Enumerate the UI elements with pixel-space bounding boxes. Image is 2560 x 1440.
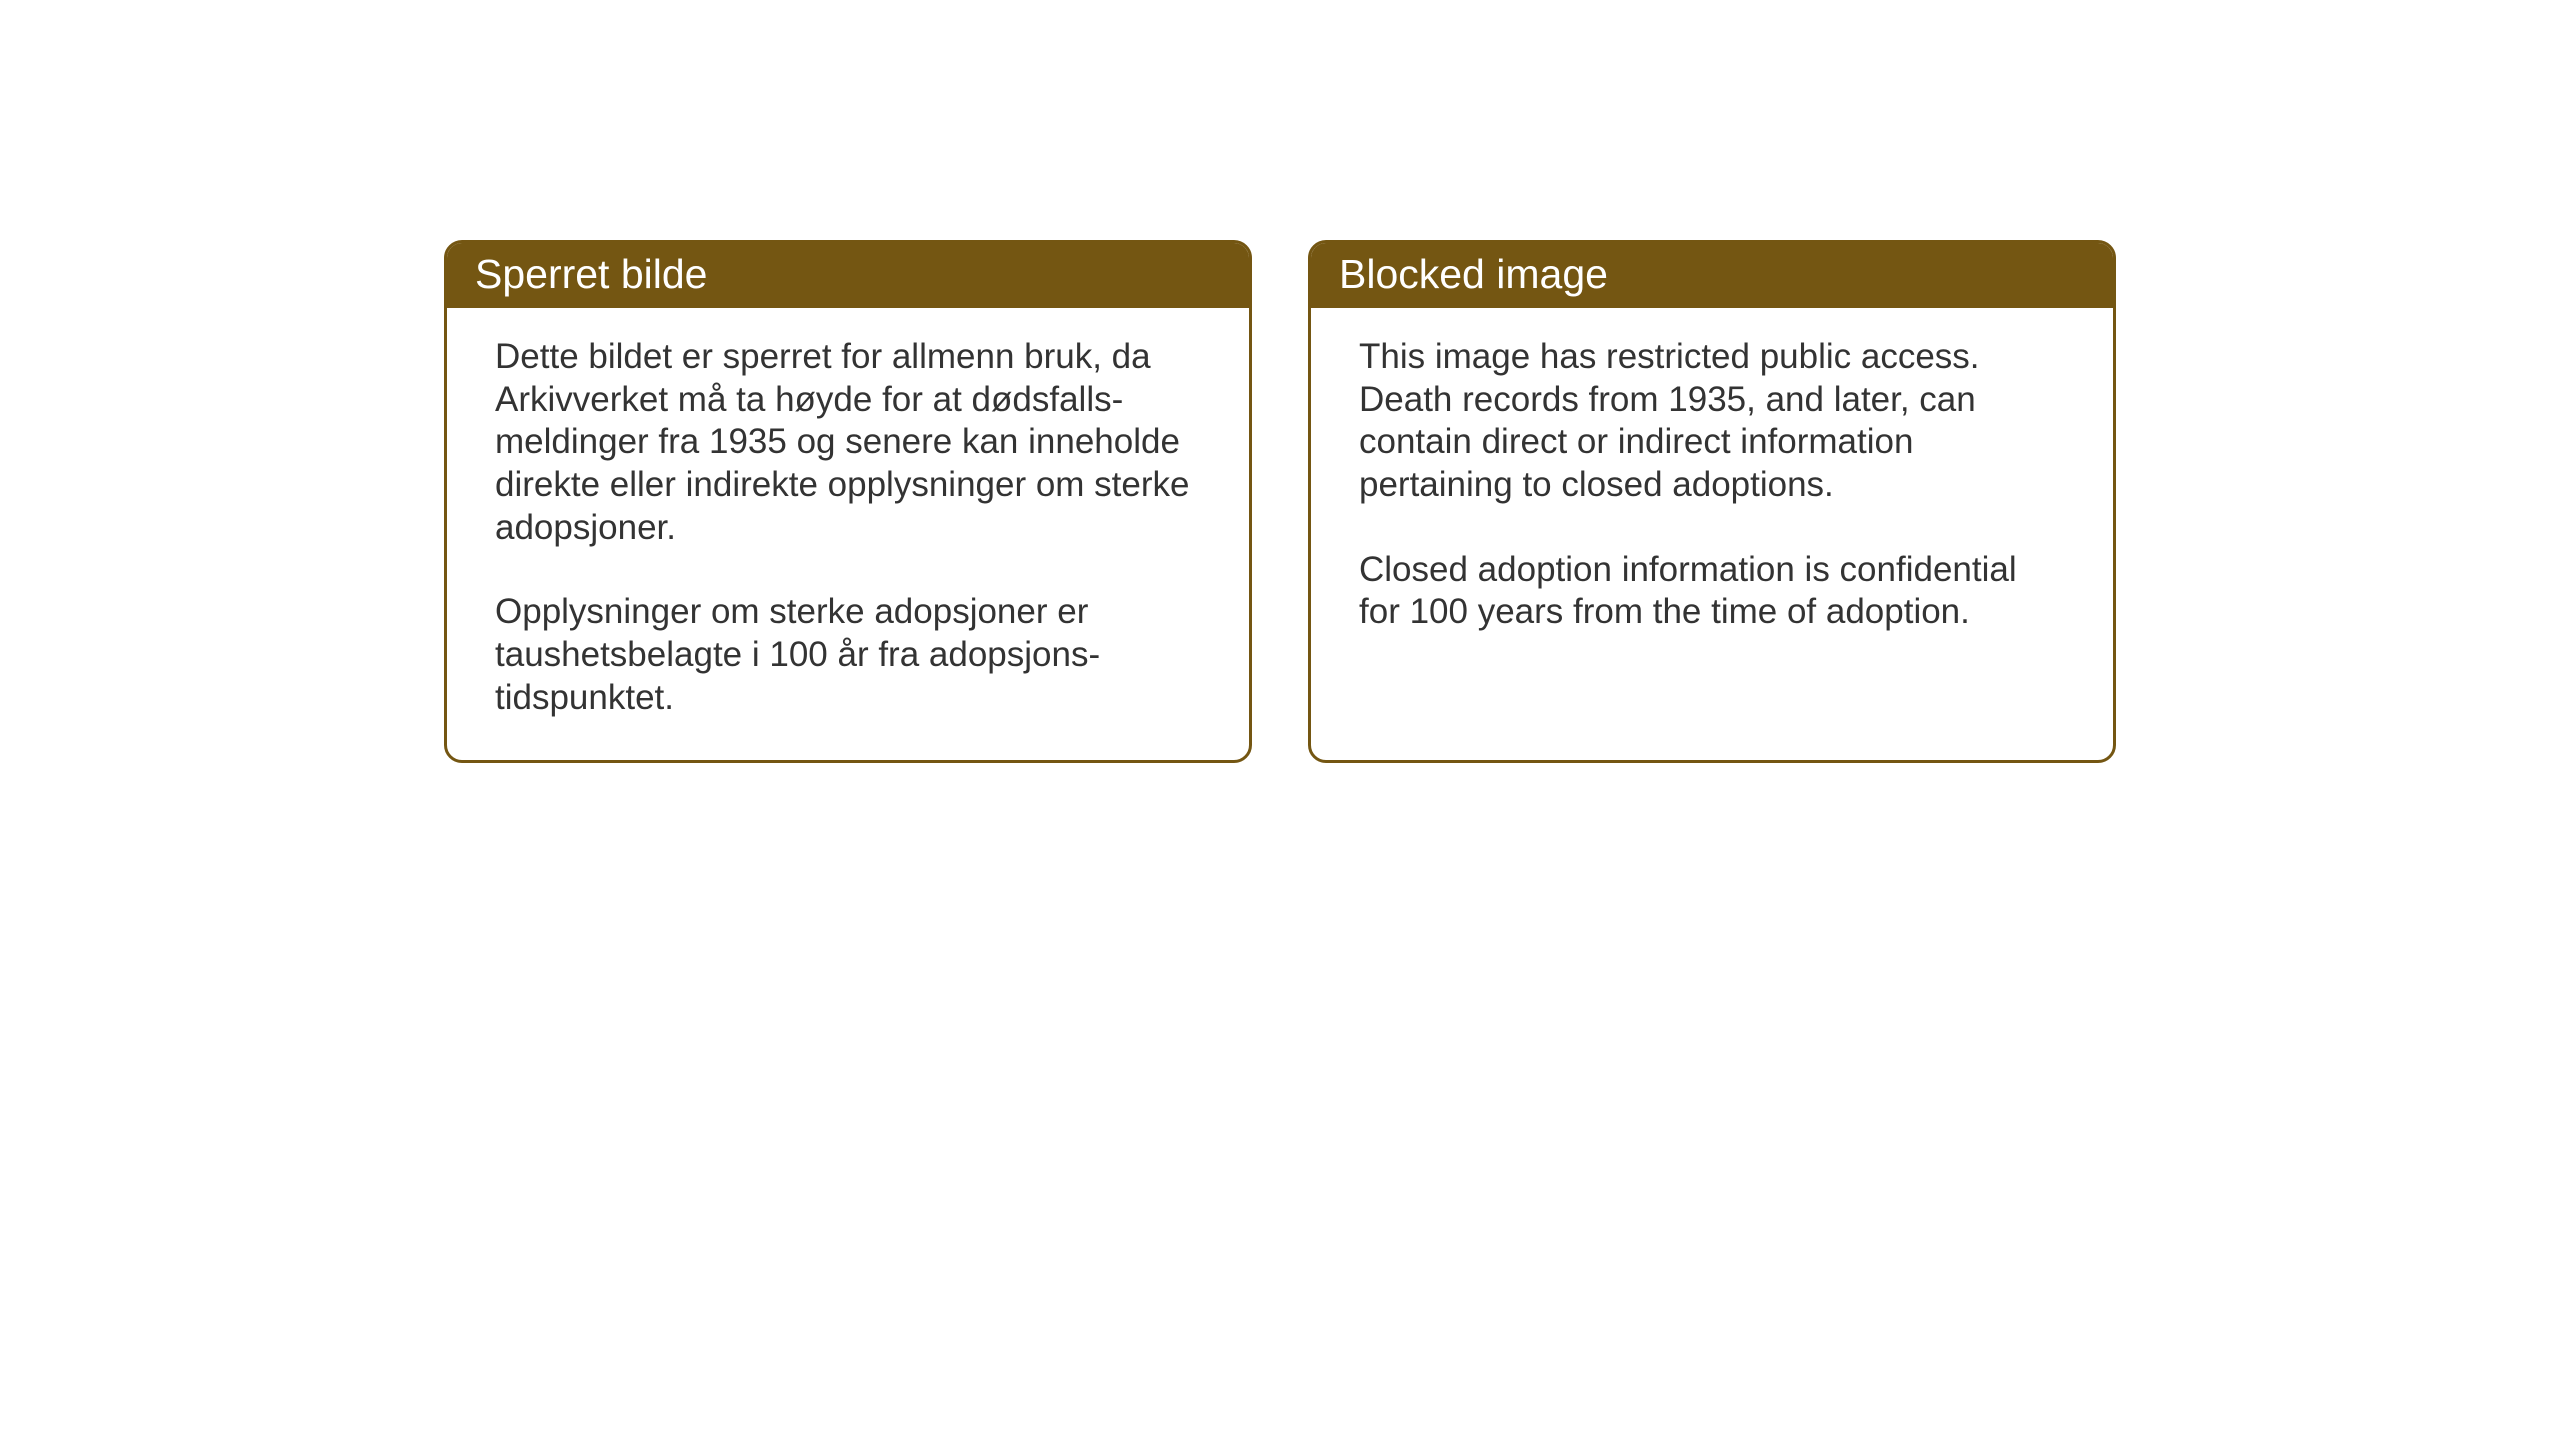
card-body-english: This image has restricted public access.… <box>1311 308 2113 748</box>
card-paragraph: Opplysninger om sterke adopsjoner er tau… <box>495 591 1201 719</box>
card-title: Sperret bilde <box>475 251 707 297</box>
card-paragraph: Closed adoption information is confident… <box>1359 549 2065 634</box>
card-paragraph: Dette bildet er sperret for allmenn bruk… <box>495 336 1201 549</box>
card-header-norwegian: Sperret bilde <box>447 243 1249 308</box>
notice-container: Sperret bilde Dette bildet er sperret fo… <box>444 240 2116 763</box>
card-header-english: Blocked image <box>1311 243 2113 308</box>
card-paragraph: This image has restricted public access.… <box>1359 336 2065 507</box>
notice-card-english: Blocked image This image has restricted … <box>1308 240 2116 763</box>
card-body-norwegian: Dette bildet er sperret for allmenn bruk… <box>447 308 1249 760</box>
notice-card-norwegian: Sperret bilde Dette bildet er sperret fo… <box>444 240 1252 763</box>
card-title: Blocked image <box>1339 251 1608 297</box>
